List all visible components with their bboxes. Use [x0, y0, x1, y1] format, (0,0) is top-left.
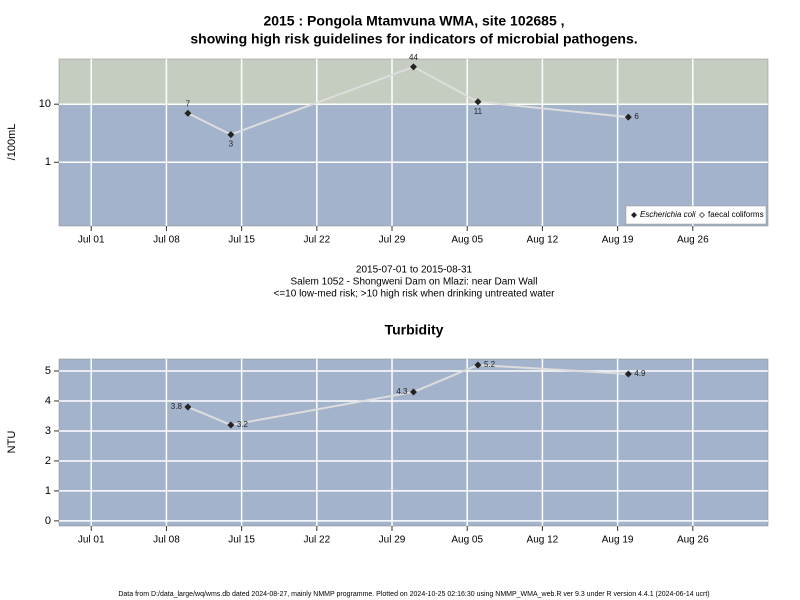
x-tick-label: Jul 29 [379, 235, 406, 246]
subtitle: <=10 low-med risk; >10 high risk when dr… [274, 289, 556, 300]
legend-label: Escherichia coli [640, 210, 696, 219]
y-tick-label: 3 [45, 425, 51, 437]
data-label: 6 [634, 112, 639, 121]
legend-label: faecal coliforms [708, 210, 764, 219]
plot-frame [58, 58, 769, 227]
y-axis-label: /100mL [6, 124, 18, 161]
y-tick-label: 5 [45, 365, 51, 377]
y-tick-label: 1 [45, 156, 51, 168]
marker [227, 131, 235, 139]
x-tick-label: Jul 22 [303, 535, 330, 546]
chart-title: 2015 : Pongola Mtamvuna WMA, site 102685… [263, 13, 564, 29]
footer: Data from D:/data_large/wq/wms.db dated … [118, 591, 709, 598]
legend: Escherichia coli faecal coliforms [625, 205, 767, 225]
marker [474, 361, 482, 369]
x-tick-label: Aug 26 [677, 235, 709, 246]
marker [227, 421, 235, 429]
plot-background [59, 359, 768, 526]
data-label: 3.8 [171, 402, 183, 411]
x-tick-label: Aug 26 [677, 535, 709, 546]
data-label: 7 [186, 99, 191, 108]
chart-title: Turbidity [385, 322, 444, 338]
data-label: 3.2 [237, 420, 249, 429]
marker [474, 98, 482, 106]
subtitle: Salem 1052 - Shongweni Dam on Mlazi: nea… [291, 277, 538, 288]
data-label: 44 [409, 53, 418, 62]
y-tick-label: 4 [45, 395, 51, 407]
data-label: 3 [229, 140, 234, 149]
legend-box [625, 205, 767, 225]
x-tick-label: Jul 01 [78, 235, 105, 246]
marker [184, 403, 192, 411]
marker [184, 109, 192, 117]
y-tick-label: 1 [45, 485, 51, 497]
x-tick-label: Aug 19 [602, 535, 634, 546]
x-tick-label: Aug 12 [527, 535, 559, 546]
x-tick-label: Jul 01 [78, 535, 105, 546]
x-tick-label: Aug 05 [451, 235, 483, 246]
y-tick-label: 10 [39, 98, 51, 110]
data-label: 11 [474, 107, 483, 116]
x-tick-label: Jul 08 [153, 535, 180, 546]
data-label: 4.9 [634, 369, 646, 378]
y-tick-label: 0 [45, 515, 51, 527]
subtitle: 2015-07-01 to 2015-08-31 [356, 265, 473, 276]
x-tick-label: Jul 15 [228, 535, 255, 546]
x-tick-label: Jul 22 [303, 235, 330, 246]
marker [410, 388, 417, 396]
y-axis-label: NTU [6, 431, 18, 454]
marker [624, 113, 632, 121]
x-tick-label: Aug 05 [451, 535, 483, 546]
x-tick-label: Jul 08 [153, 235, 180, 246]
legend-marker [699, 212, 705, 218]
x-tick-label: Aug 19 [602, 235, 634, 246]
marker [624, 370, 632, 378]
x-tick-label: Jul 29 [379, 535, 406, 546]
data-label: 4.3 [396, 387, 408, 396]
x-tick-label: Aug 12 [527, 235, 559, 246]
x-tick-label: Jul 15 [228, 235, 255, 246]
y-tick-label: 2 [45, 455, 51, 467]
plot-frame [58, 358, 769, 527]
legend-marker [631, 212, 637, 218]
chart-title: showing high risk guidelines for indicat… [190, 31, 637, 47]
data-label: 5.2 [484, 360, 496, 369]
marker [410, 63, 417, 71]
